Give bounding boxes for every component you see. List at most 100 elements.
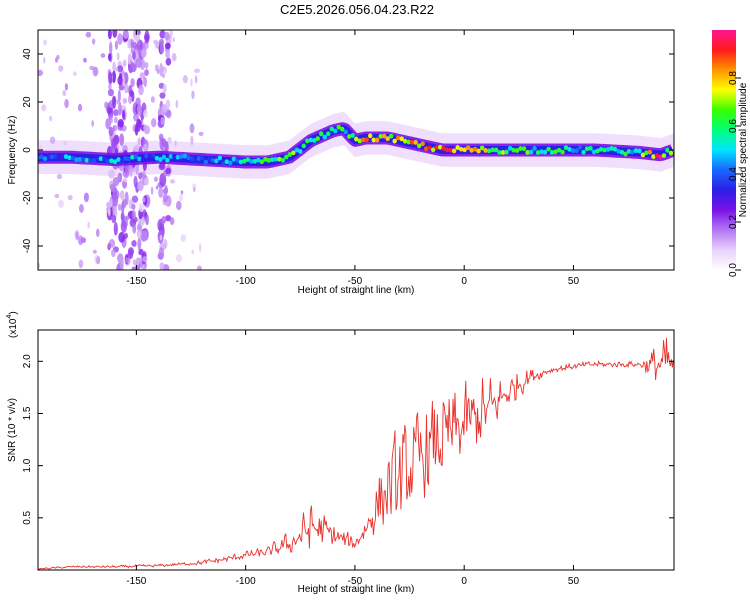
ridge-cell bbox=[644, 150, 649, 156]
ridge-cell bbox=[88, 157, 93, 163]
noise-blob bbox=[91, 38, 96, 45]
noise-blob bbox=[122, 59, 127, 67]
ridge-cell bbox=[60, 154, 65, 160]
noise-blob bbox=[131, 240, 137, 247]
ridge-cell bbox=[259, 159, 265, 165]
noise-blob bbox=[108, 126, 114, 137]
ridge-cell bbox=[507, 145, 513, 151]
noise-blob bbox=[180, 190, 184, 195]
ridge-cell bbox=[598, 146, 604, 152]
noise-blob bbox=[125, 257, 129, 264]
noise-blob bbox=[176, 254, 182, 263]
ridge-cell bbox=[368, 133, 373, 139]
noise-blob bbox=[164, 42, 171, 50]
ridge-cell bbox=[560, 149, 565, 155]
noise-blob bbox=[127, 53, 133, 65]
noise-blob bbox=[120, 220, 127, 233]
noise-blob bbox=[96, 256, 101, 265]
snr-ytick-label: 0.5 bbox=[22, 510, 33, 524]
ridge-cell bbox=[147, 153, 153, 159]
noise-blob bbox=[140, 230, 148, 242]
spec-ytick-label: 40 bbox=[22, 48, 33, 60]
colorbar-tick-label: 0.2 bbox=[728, 215, 739, 229]
ridge-cell bbox=[654, 153, 660, 159]
noise-blob bbox=[63, 140, 67, 146]
ridge-cell bbox=[56, 154, 62, 160]
noise-blob bbox=[113, 109, 119, 117]
ridge-cell bbox=[168, 154, 174, 159]
noise-blob bbox=[56, 173, 63, 180]
noise-blob bbox=[142, 256, 148, 263]
ridge-cell bbox=[123, 155, 128, 161]
noise-blob bbox=[160, 116, 166, 125]
ridge-cell bbox=[263, 156, 268, 162]
snr-xtick-label: 0 bbox=[461, 576, 467, 587]
noise-blob bbox=[117, 33, 123, 45]
ridge-cell bbox=[588, 145, 593, 151]
noise-blob bbox=[100, 53, 106, 58]
ridge-cell bbox=[497, 150, 502, 155]
ridge-cell bbox=[574, 148, 579, 154]
noise-blob bbox=[54, 57, 59, 63]
ridge-cell bbox=[322, 134, 327, 140]
ridge-cell bbox=[493, 147, 499, 153]
ridge-cell bbox=[42, 156, 48, 162]
noise-blob bbox=[134, 144, 141, 152]
noise-blob bbox=[91, 119, 94, 127]
noise-blob bbox=[111, 214, 117, 224]
noise-blob bbox=[129, 89, 134, 97]
ridge-cell bbox=[623, 151, 628, 157]
ridge-cell bbox=[381, 133, 387, 139]
ridge-cell bbox=[357, 138, 362, 144]
ridge-cell bbox=[249, 158, 254, 164]
ridge-cell bbox=[581, 149, 586, 155]
noise-blob bbox=[171, 52, 177, 62]
noise-blob bbox=[112, 194, 119, 208]
ridge-cell bbox=[511, 147, 516, 153]
ridge-cell bbox=[116, 157, 121, 162]
ridge-cell bbox=[319, 131, 324, 137]
noise-blob bbox=[121, 109, 126, 120]
noise-blob bbox=[142, 197, 146, 203]
noise-blob bbox=[196, 265, 202, 270]
colorbar-tick-label: 0.4 bbox=[728, 167, 739, 181]
noise-blob bbox=[182, 75, 188, 84]
noise-blob bbox=[162, 193, 168, 203]
ridge-cell bbox=[476, 148, 481, 154]
snr-scale-exponent: 4 bbox=[6, 315, 13, 319]
noise-blob bbox=[58, 65, 64, 72]
noise-blob bbox=[143, 177, 149, 186]
ridge-cell bbox=[305, 138, 310, 144]
colorbar: 0.0 0.2 0.4 0.6 0.8 Normalized spectral ampl… bbox=[712, 30, 749, 277]
ridge-cell bbox=[504, 149, 509, 155]
ridge-cell bbox=[430, 147, 436, 153]
ridge-cell bbox=[228, 160, 233, 166]
ridge-cell bbox=[553, 149, 558, 155]
ridge-cell bbox=[402, 138, 408, 144]
noise-blob bbox=[159, 234, 163, 241]
noise-blob bbox=[119, 190, 125, 200]
colorbar-label: Normalized spectral amplitude bbox=[738, 82, 749, 217]
ridge-cell bbox=[343, 129, 348, 135]
noise-blob bbox=[193, 187, 196, 193]
ridge-cell bbox=[539, 149, 544, 155]
noise-blob bbox=[129, 168, 133, 178]
ridge-cell bbox=[595, 148, 600, 154]
noise-blob bbox=[118, 101, 122, 116]
ridge-cell bbox=[217, 155, 223, 161]
noise-blob bbox=[139, 257, 142, 263]
ridge-cell bbox=[277, 156, 282, 162]
ridge-cell bbox=[602, 147, 607, 153]
noise-blob bbox=[122, 198, 127, 209]
noise-blob bbox=[165, 215, 172, 222]
noise-blob bbox=[143, 143, 148, 152]
ridge-cell bbox=[570, 148, 576, 154]
ridge-cell bbox=[130, 154, 135, 160]
ridge-cell bbox=[266, 157, 271, 163]
ridge-cell bbox=[469, 147, 474, 153]
noise-blob bbox=[38, 262, 41, 269]
ridge-cell bbox=[109, 158, 114, 164]
ridge-cell bbox=[525, 150, 530, 155]
ridge-cell bbox=[514, 148, 520, 153]
